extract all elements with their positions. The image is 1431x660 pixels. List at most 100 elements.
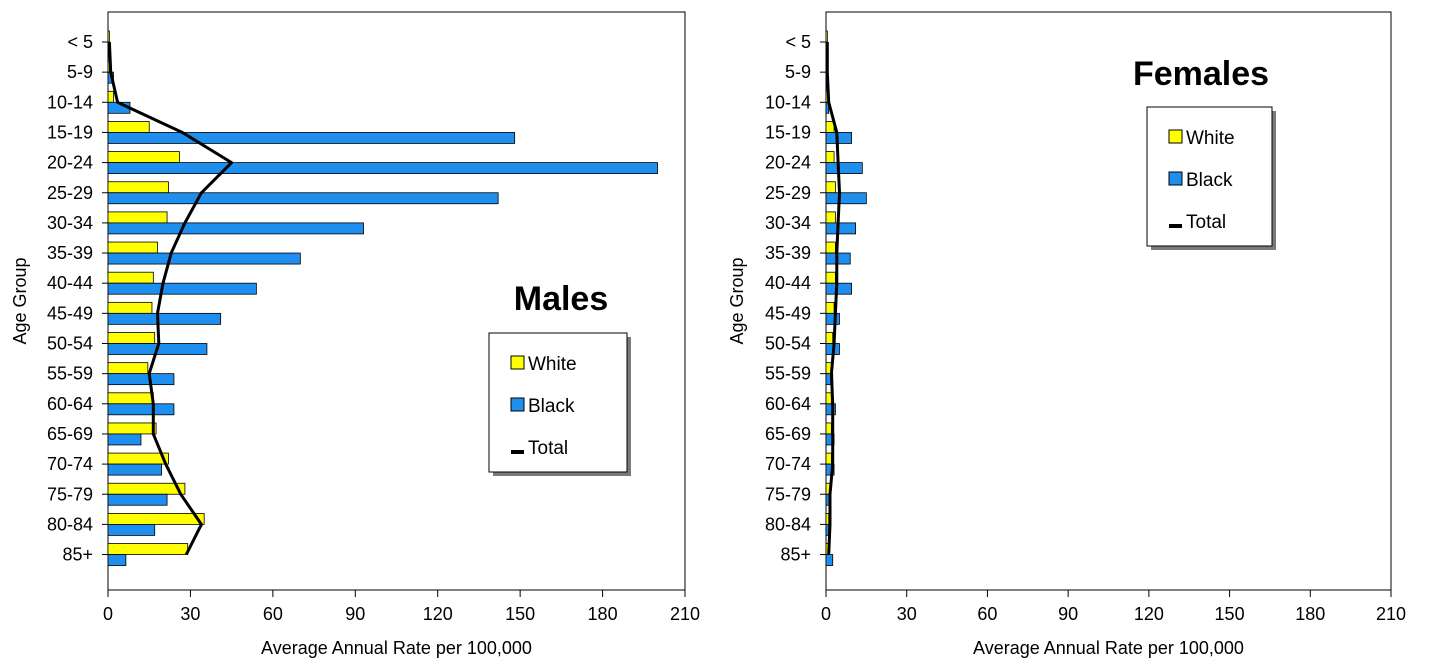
bar-white xyxy=(825,392,832,405)
legend-label-black: Black xyxy=(528,396,575,417)
bar-white xyxy=(825,422,832,435)
x-tick-label: 30 xyxy=(180,604,200,624)
bar-white xyxy=(825,513,830,525)
bar-white xyxy=(825,271,836,284)
legend-label-white: White xyxy=(1186,128,1235,149)
bar-white xyxy=(825,301,835,314)
bar-black xyxy=(107,132,516,144)
y-tick-label: 15-19 xyxy=(765,122,811,142)
x-tick-label: 0 xyxy=(103,604,113,624)
bar-black xyxy=(107,554,127,566)
y-tick-label: 40-44 xyxy=(765,273,811,293)
y-tick-label: 50-54 xyxy=(47,334,93,354)
bar-white xyxy=(107,482,186,495)
x-tick-label: 60 xyxy=(263,604,283,624)
bar-black xyxy=(107,493,168,506)
y-tick-label: 45-49 xyxy=(47,303,93,323)
y-tick-label: < 5 xyxy=(785,32,811,52)
bar-white xyxy=(107,301,153,314)
bar-white xyxy=(107,452,169,465)
bar-black xyxy=(107,312,222,325)
x-tick-label: 60 xyxy=(977,604,997,624)
y-tick-label: < 5 xyxy=(67,32,93,52)
bar-white xyxy=(825,211,836,224)
y-tick-label: 55-59 xyxy=(47,364,93,384)
y-tick-label: 55-59 xyxy=(765,364,811,384)
bar-white xyxy=(825,332,834,344)
y-tick-label: 35-39 xyxy=(47,243,93,263)
bar-white xyxy=(825,241,836,254)
bar-white xyxy=(107,362,149,375)
x-axis-label: Average Annual Rate per 100,000 xyxy=(261,638,532,658)
bar-black xyxy=(825,222,856,235)
bar-black xyxy=(107,282,257,295)
y-tick-label: 40-44 xyxy=(47,273,93,293)
bar-black xyxy=(825,132,852,144)
y-tick-label: 25-29 xyxy=(765,183,811,203)
bar-black xyxy=(825,554,834,566)
x-tick-label: 150 xyxy=(505,604,535,624)
panel-title: Females xyxy=(1133,55,1269,93)
y-axis-label: Age Group xyxy=(727,257,747,344)
bar-white xyxy=(107,332,156,344)
legend-label-white: White xyxy=(528,354,577,375)
plot-area xyxy=(825,11,1392,591)
total-line xyxy=(107,41,234,556)
y-tick-label: 50-54 xyxy=(765,334,811,354)
bar-black xyxy=(825,192,867,205)
x-axis-label: Average Annual Rate per 100,000 xyxy=(973,638,1244,658)
y-tick-label: 45-49 xyxy=(765,303,811,323)
y-tick-label: 75-79 xyxy=(765,484,811,504)
bar-white xyxy=(107,30,110,43)
x-tick-label: 210 xyxy=(670,604,700,624)
bar-black xyxy=(825,312,840,325)
y-axis-label: Age Group xyxy=(10,257,30,344)
bar-black xyxy=(107,252,301,265)
x-tick-label: 210 xyxy=(1376,604,1406,624)
x-tick-label: 180 xyxy=(588,604,618,624)
y-tick-label: 60-64 xyxy=(765,394,811,414)
bar-white xyxy=(107,90,114,103)
bar-black xyxy=(825,282,852,295)
bar-black xyxy=(107,192,499,205)
legend: White Black Total xyxy=(488,332,631,476)
legend-swatch-white xyxy=(1168,129,1183,144)
bar-white xyxy=(825,151,835,164)
bar-white xyxy=(107,181,169,194)
total-line xyxy=(825,42,841,555)
bar-black xyxy=(107,373,175,386)
y-tick-label: 35-39 xyxy=(765,243,811,263)
y-tick-label: 15-19 xyxy=(47,122,93,142)
bar-white xyxy=(825,30,828,43)
plot-area xyxy=(107,11,686,591)
bar-black xyxy=(825,463,835,476)
y-tick-label: 20-24 xyxy=(47,153,93,173)
legend-swatch-black xyxy=(1168,171,1183,186)
bar-white xyxy=(107,513,205,525)
y-tick-label: 25-29 xyxy=(47,183,93,203)
y-tick-label: 80-84 xyxy=(765,514,811,534)
x-tick-label: 90 xyxy=(345,604,365,624)
x-tick-label: 120 xyxy=(423,604,453,624)
y-tick-label: 65-69 xyxy=(765,424,811,444)
y-tick-label: 85+ xyxy=(780,545,811,565)
bar-black xyxy=(107,222,364,235)
bar-white xyxy=(107,543,189,555)
x-tick-label: 30 xyxy=(897,604,917,624)
bar-white xyxy=(107,271,154,284)
y-tick-label: 10-14 xyxy=(765,92,811,112)
bar-white xyxy=(107,211,168,224)
x-tick-label: 150 xyxy=(1215,604,1245,624)
y-tick-label: 5-9 xyxy=(785,62,811,82)
y-tick-label: 60-64 xyxy=(47,394,93,414)
y-tick-label: 75-79 xyxy=(47,484,93,504)
y-tick-label: 65-69 xyxy=(47,424,93,444)
bar-black xyxy=(107,162,658,175)
bar-black xyxy=(825,403,836,416)
y-tick-label: 20-24 xyxy=(765,153,811,173)
y-tick-label: 10-14 xyxy=(47,92,93,112)
y-tick-label: 80-84 xyxy=(47,514,93,534)
bar-black xyxy=(825,162,863,175)
bar-white xyxy=(107,121,150,133)
